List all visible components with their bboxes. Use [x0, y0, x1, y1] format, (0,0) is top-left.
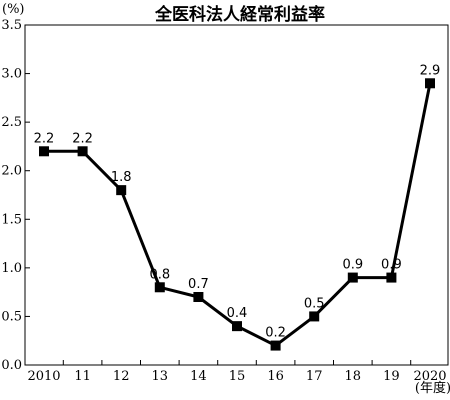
data-label: 0.4: [227, 306, 248, 321]
x-tick-label: 2020: [413, 369, 446, 384]
data-point-marker: [39, 146, 49, 157]
chart-title: 全医科法人経常利益率: [154, 4, 325, 25]
y-axis-unit: (%): [2, 2, 25, 17]
x-tick-label: 15: [229, 369, 246, 384]
y-tick-label: 2.0: [1, 164, 22, 179]
y-tick-label: 1.5: [1, 212, 22, 227]
x-tick-label: 19: [383, 369, 400, 384]
plot-frame: [24, 24, 449, 366]
x-axis-unit: (年度): [415, 380, 450, 396]
data-label: 0.7: [188, 277, 209, 292]
data-point-marker: [154, 282, 165, 293]
data-label: 2.2: [72, 131, 93, 146]
data-point-marker: [309, 311, 320, 322]
y-axis: 0.0 0.5 1.0 1.5 2.0 2.5 3.0 3.5: [1, 18, 30, 373]
y-tick-label: 1.0: [1, 261, 22, 276]
data-label: 0.9: [381, 258, 402, 273]
x-tick-label: 16: [267, 369, 284, 384]
x-tick-label: 13: [152, 369, 169, 384]
x-tick-label: 11: [74, 369, 91, 384]
x-tick-label: 2010: [27, 369, 60, 384]
y-tick-label: 2.5: [1, 115, 22, 130]
data-label: 0.8: [149, 267, 170, 282]
series-layer: 2.2 2.2 1.8 0.8 0.7 0.4 0.2 0.5 0.9 0.9 2.9: [34, 63, 441, 351]
data-label: 0.9: [342, 258, 363, 273]
data-label: 2.2: [34, 131, 55, 146]
data-label: 1.8: [111, 170, 132, 185]
y-tick-label: 0.5: [1, 309, 22, 324]
data-label: 2.9: [420, 63, 441, 78]
x-axis: 2010 11 12 13 14 15 16 17 18 19 2020: [27, 360, 447, 384]
data-point-marker: [347, 272, 358, 283]
x-tick-label: 17: [306, 369, 323, 384]
data-label: 0.5: [304, 296, 325, 311]
data-point-marker: [116, 185, 127, 196]
data-point-marker: [386, 272, 397, 283]
data-point-marker: [425, 78, 435, 89]
x-tick-label: 12: [113, 369, 130, 384]
data-label: 0.2: [265, 326, 286, 341]
x-tick-label: 18: [345, 369, 362, 384]
data-point-marker: [77, 146, 88, 157]
y-tick-label: 0.0: [1, 358, 22, 373]
x-tick-label: 14: [190, 369, 207, 384]
y-tick-label: 3.5: [1, 18, 22, 33]
data-point-marker: [270, 340, 281, 351]
data-point-marker: [232, 321, 242, 332]
data-point-marker: [193, 292, 204, 302]
y-tick-label: 3.0: [1, 67, 22, 82]
